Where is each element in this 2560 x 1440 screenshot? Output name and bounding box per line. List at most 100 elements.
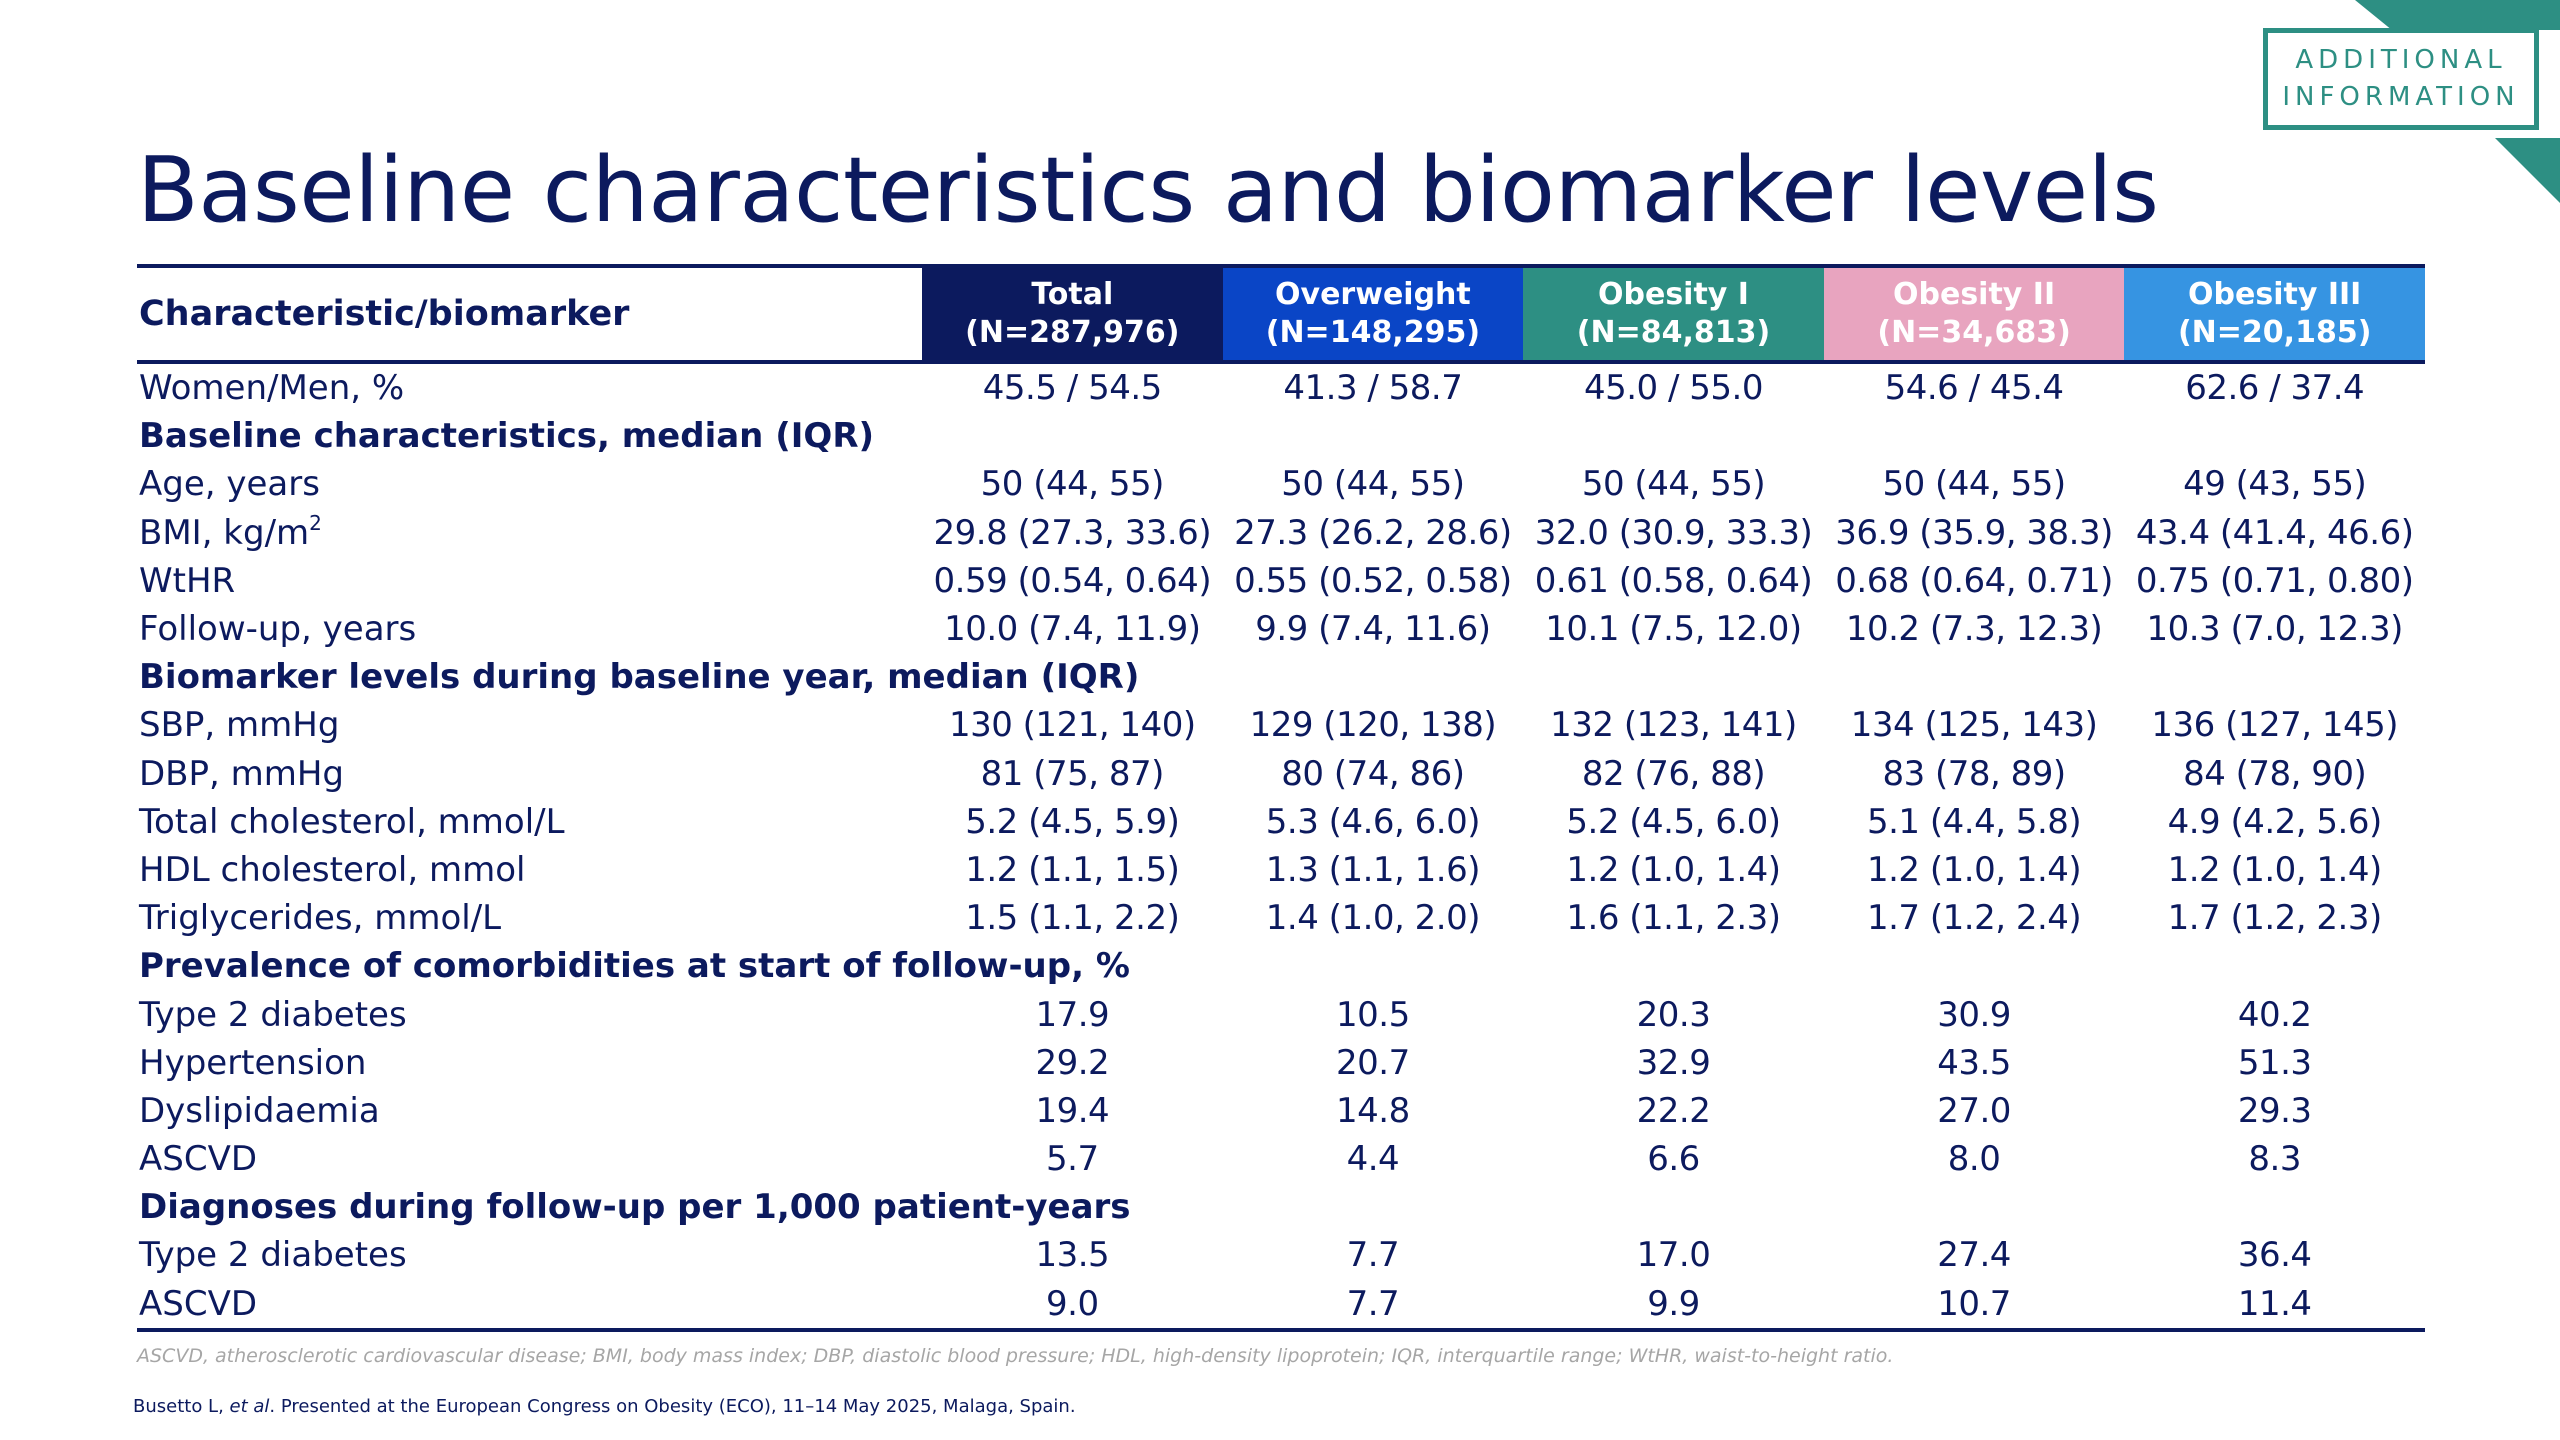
table-cell: 1.4 (1.0, 2.0) xyxy=(1265,898,1481,939)
table-cell: 45.0 / 55.0 xyxy=(1583,368,1763,409)
row-label: Hypertension xyxy=(137,1039,922,1087)
row-label: ASCVD xyxy=(137,1280,922,1330)
table-row: SBP, mmHg 130 (121, 140) 129 (120, 138) 132… xyxy=(137,701,2425,749)
corner-decoration-top xyxy=(2355,0,2560,30)
table-cell: 41.3 / 58.7 xyxy=(1283,368,1463,409)
row-label: ASCVD xyxy=(137,1135,922,1183)
section-row: Diagnoses during follow-up per 1,000 pat… xyxy=(137,1183,2425,1231)
table-cell: 45.5 / 54.5 xyxy=(982,368,1162,409)
row-label-text: Hypertension xyxy=(139,1042,367,1083)
table-cell: 4.9 (4.2, 5.6) xyxy=(2167,801,2383,842)
citation-etal: et al xyxy=(229,1396,270,1417)
header-column-n: (N=148,295) xyxy=(1265,315,1481,350)
table-cell: 13.5 xyxy=(1035,1235,1110,1276)
row-label: Women/Men, % xyxy=(137,362,922,412)
section-row: Biomarker levels during baseline year, m… xyxy=(137,653,2425,701)
row-label: Triglycerides, mmol/L xyxy=(137,894,922,942)
table-cell: 32.9 xyxy=(1636,1042,1711,1083)
table-cell: 49 (43, 55) xyxy=(2183,464,2367,505)
table-row: DBP, mmHg 81 (75, 87) 80 (74, 86) 82 (76, 8… xyxy=(137,750,2425,798)
table-cell: 50 (44, 55) xyxy=(1882,464,2066,505)
table-cell: 8.3 xyxy=(2248,1139,2301,1180)
table-cell: 0.61 (0.58, 0.64) xyxy=(1534,560,1813,601)
corner-decoration-triangle xyxy=(2495,138,2560,203)
table-cell: 17.0 xyxy=(1636,1235,1711,1276)
citation: Busetto L, et al. Presented at the Europ… xyxy=(133,1396,1076,1417)
table-cell: 4.4 xyxy=(1346,1139,1400,1180)
row-label-text: Age, years xyxy=(139,464,320,505)
table-row: ASCVD 9.0 7.7 9.9 10.7 11.4 xyxy=(137,1280,2425,1330)
table-cell: 136 (127, 145) xyxy=(2151,705,2398,746)
table-cell: 132 (123, 141) xyxy=(1550,705,1797,746)
row-label: HDL cholesterol, mmol xyxy=(137,846,922,894)
table-cell: 51.3 xyxy=(2237,1042,2312,1083)
table-cell: 9.9 (7.4, 11.6) xyxy=(1255,609,1491,650)
characteristics-table: Characteristic/biomarker Total (N=287,976… xyxy=(137,264,2425,1332)
table-cell: 29.3 xyxy=(2237,1090,2312,1131)
table-cell: 50 (44, 55) xyxy=(1581,464,1766,505)
table-cell: 50 (44, 55) xyxy=(1281,464,1465,505)
table-cell: 1.2 (1.0, 1.4) xyxy=(1566,849,1781,890)
citation-details: . Presented at the European Congress on … xyxy=(269,1396,1076,1417)
row-label-text: ASCVD xyxy=(139,1283,258,1324)
row-label: BMI, kg/m2 xyxy=(137,509,922,557)
header-column: Obesity I (N=84,813) xyxy=(1523,266,1824,364)
table-cell: 10.5 xyxy=(1336,994,1410,1035)
header-column-n: (N=20,185) xyxy=(2177,315,2372,350)
table-row: Total cholesterol, mmol/L 5.2 (4.5, 5.9) 5… xyxy=(137,798,2425,846)
table-cell: 10.0 (7.4, 11.9) xyxy=(944,609,1201,650)
table-body: Women/Men, % 45.5 / 54.5 41.3 / 58.7 45.0 /… xyxy=(137,362,2425,1330)
table-cell: 36.9 (35.9, 38.3) xyxy=(1835,512,2113,553)
row-label: Type 2 diabetes xyxy=(137,990,922,1038)
row-label-text: WtHR xyxy=(139,560,236,601)
table-cell: 134 (125, 143) xyxy=(1850,705,2098,746)
header-column: Total (N=287,976) xyxy=(922,266,1223,364)
table-cell: 6.6 xyxy=(1647,1139,1700,1180)
table-cell: 9.0 xyxy=(1046,1283,1099,1324)
table-cell: 11.4 xyxy=(2237,1283,2312,1324)
table-cell: 27.0 xyxy=(1937,1090,2011,1131)
table-cell: 20.3 xyxy=(1636,994,1711,1035)
table-cell: 1.7 (1.2, 2.4) xyxy=(1866,898,2082,939)
table-row: Triglycerides, mmol/L 1.5 (1.1, 2.2) 1.4 (… xyxy=(137,894,2425,942)
row-label-text: SBP, mmHg xyxy=(139,705,340,746)
table-cell: 1.7 (1.2, 2.3) xyxy=(2167,898,2383,939)
table-cell: 1.3 (1.1, 1.6) xyxy=(1265,849,1481,890)
table-cell: 32.0 (30.9, 33.3) xyxy=(1534,512,1813,553)
row-label-text: HDL cholesterol, mmol xyxy=(139,849,526,890)
table-cell: 5.2 (4.5, 5.9) xyxy=(965,801,1180,842)
row-label-text: Type 2 diabetes xyxy=(139,994,407,1035)
row-label-text: BMI, kg/m xyxy=(139,512,310,553)
table-cell: 0.55 (0.52, 0.58) xyxy=(1234,560,1512,601)
table-cell: 30.9 xyxy=(1937,994,2011,1035)
table-cell: 10.1 (7.5, 12.0) xyxy=(1545,609,1802,650)
table-cell: 1.2 (1.0, 1.4) xyxy=(2167,849,2383,890)
header-column-name: Obesity II xyxy=(1893,277,2056,312)
table-cell: 10.2 (7.3, 12.3) xyxy=(1845,609,2103,650)
row-label-text: ASCVD xyxy=(139,1139,258,1180)
table-cell: 1.2 (1.0, 1.4) xyxy=(1866,849,2082,890)
section-row: Prevalence of comorbidities at start of … xyxy=(137,942,2425,990)
row-label-text: Dyslipidaemia xyxy=(139,1090,380,1131)
row-label: Total cholesterol, mmol/L xyxy=(137,798,922,846)
header-column-name: Obesity III xyxy=(2188,277,2362,312)
section-heading: Prevalence of comorbidities at start of … xyxy=(139,946,1130,987)
row-label-superscript: 2 xyxy=(309,510,322,535)
table-cell: 27.3 (26.2, 28.6) xyxy=(1234,512,1512,553)
table-cell: 84 (78, 90) xyxy=(2183,753,2367,794)
table-cell: 5.7 xyxy=(1046,1139,1099,1180)
table-header-row: Characteristic/biomarker Total (N=287,976… xyxy=(137,266,2425,364)
row-label-text: Women/Men, % xyxy=(139,368,405,409)
table-cell: 0.68 (0.64, 0.71) xyxy=(1835,560,2113,601)
table-cell: 20.7 xyxy=(1336,1042,1410,1083)
table-cell: 81 (75, 87) xyxy=(980,753,1165,794)
row-label: DBP, mmHg xyxy=(137,750,922,798)
table-cell: 43.4 (41.4, 46.6) xyxy=(2135,512,2414,553)
row-label-text: Triglycerides, mmol/L xyxy=(139,898,502,939)
table-cell: 17.9 xyxy=(1035,994,1110,1035)
table-cell: 10.7 xyxy=(1937,1283,2011,1324)
row-label-text: Total cholesterol, mmol/L xyxy=(139,801,565,842)
table-cell: 27.4 xyxy=(1937,1235,2011,1276)
table-cell: 7.7 xyxy=(1346,1235,1400,1276)
header-column: Obesity III (N=20,185) xyxy=(2124,266,2425,364)
